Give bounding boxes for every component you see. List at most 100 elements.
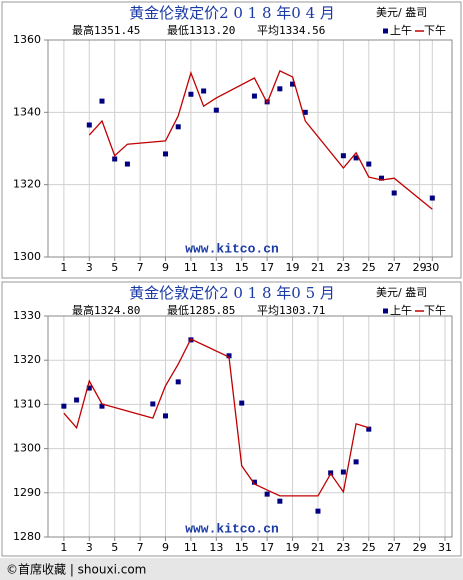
stat: 最低1285.85 (167, 304, 235, 317)
x-tick-label: 17 (260, 541, 274, 554)
legend: 上午 下午 (383, 24, 446, 37)
am-point (239, 400, 245, 406)
stat-value: 1324.80 (94, 304, 140, 317)
am-point (378, 175, 384, 181)
am-point (353, 459, 359, 465)
stat-name: 最高 (72, 303, 94, 317)
am-point (277, 86, 283, 92)
stat-name: 平均 (257, 24, 279, 37)
legend-swatch (383, 28, 388, 34)
stat: 最高1351.45 (72, 23, 140, 37)
am-point (429, 195, 435, 201)
y-tick-label: 1340 (13, 105, 41, 118)
am-point (188, 91, 194, 97)
unit: 美元/ 盎司 (376, 285, 427, 299)
pm-line (63, 338, 369, 497)
x-tick-label: 29 (413, 541, 427, 554)
footer: ©首席收藏 | shouxi.com (6, 562, 146, 577)
legend-label: 上午 (390, 24, 412, 37)
stat-value: 1285.85 (189, 304, 235, 317)
y-tick-label: 1320 (13, 178, 41, 191)
am-point (302, 109, 308, 115)
y-tick-label: 1330 (13, 309, 41, 322)
y-tick-label: 1280 (13, 530, 41, 543)
plot-border (47, 315, 453, 538)
am-point (213, 107, 219, 113)
pm-line (88, 70, 433, 210)
am-point (99, 403, 105, 409)
x-tick-label: 13 (209, 541, 223, 554)
am-point (315, 508, 321, 514)
x-tick-label: 1 (60, 261, 67, 274)
x-tick-label: 1 (60, 541, 67, 554)
legend-label: 上午 (390, 304, 412, 317)
x-tick-label: 11 (184, 541, 198, 554)
stat: 平均1303.71 (257, 304, 325, 317)
x-tick-label: 21 (311, 261, 325, 274)
x-tick-label: 5 (111, 261, 118, 274)
am-point (86, 122, 92, 128)
stat-value: 1334.56 (279, 24, 325, 37)
x-tick-label: 13 (209, 261, 223, 274)
stat: 最高1324.80 (72, 303, 140, 317)
x-tick-label: 25 (362, 261, 376, 274)
watermark: www.kitco.cn (185, 521, 279, 536)
am-point (251, 93, 257, 99)
am-point (264, 491, 270, 497)
footer-bar (0, 558, 463, 580)
legend-label: 下午 (424, 304, 446, 317)
stat-name: 最低 (167, 24, 189, 37)
x-tick-label: 7 (137, 541, 144, 554)
x-tick-label: 23 (336, 541, 350, 554)
plot-area (47, 315, 453, 538)
y-tick-label: 1290 (13, 486, 41, 499)
am-point (124, 161, 130, 167)
y-tick-label: 1320 (13, 353, 41, 366)
y-tick-label: 1310 (13, 397, 41, 410)
x-tick-label: 11 (184, 261, 198, 274)
am-point (163, 151, 169, 157)
am-point (340, 153, 346, 159)
x-tick-label: 9 (162, 261, 169, 274)
stat-name: 平均 (257, 304, 279, 317)
chart-title: 黄金伦敦定价2 0 1 8 年0 4 月 (129, 4, 335, 22)
x-tick-label: 7 (137, 261, 144, 274)
am-point (150, 401, 156, 407)
am-point (61, 403, 67, 409)
x-tick-label: 19 (286, 261, 300, 274)
legend-label: 下午 (424, 24, 446, 37)
plot-area (47, 39, 453, 258)
stat-value: 1313.20 (189, 24, 235, 37)
chart-title: 黄金伦敦定价2 0 1 8 年0 5 月 (129, 284, 335, 302)
x-tick-label: 3 (86, 541, 93, 554)
stat: 平均1334.56 (257, 24, 325, 37)
am-point (112, 156, 118, 162)
am-point (175, 124, 181, 130)
am-point (163, 413, 169, 419)
y-tick-label: 1300 (13, 250, 41, 263)
x-tick-label: 29 (413, 261, 427, 274)
am-point (366, 161, 372, 167)
y-tick-label: 1300 (13, 442, 41, 455)
am-point (366, 426, 372, 432)
watermark: www.kitco.cn (185, 241, 279, 256)
stat-value: 1303.71 (279, 304, 325, 317)
x-tick-label: 27 (387, 541, 401, 554)
am-point (290, 81, 296, 87)
am-point (99, 98, 105, 104)
x-tick-label: 27 (387, 261, 401, 274)
legend: 上午 下午 (383, 304, 446, 317)
x-tick-label: 15 (235, 541, 249, 554)
unit: 美元/ 盎司 (376, 5, 427, 19)
x-tick-label: 21 (311, 541, 325, 554)
am-point (86, 385, 92, 391)
x-tick-label: 5 (111, 541, 118, 554)
am-point (226, 353, 232, 359)
y-tick-label: 1360 (13, 33, 41, 46)
x-tick-label: 17 (260, 261, 274, 274)
legend-swatch (383, 308, 388, 314)
am-point (251, 479, 257, 485)
am-point (175, 379, 181, 385)
x-tick-label: 31 (438, 541, 452, 554)
